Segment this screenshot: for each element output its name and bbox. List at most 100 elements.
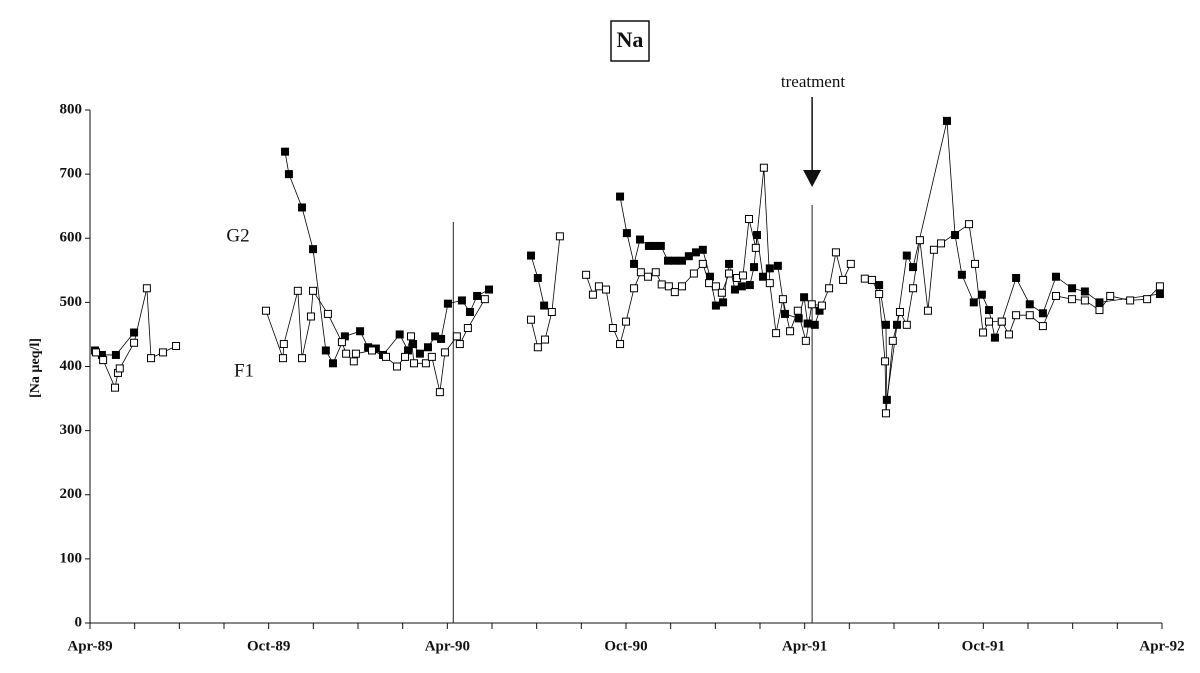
point [367, 346, 376, 355]
point [698, 245, 707, 254]
point [540, 301, 549, 310]
point [1143, 295, 1152, 304]
point [670, 256, 679, 265]
point [657, 280, 666, 289]
point [395, 330, 404, 339]
series-label: G2 [226, 225, 249, 246]
point [730, 285, 739, 294]
point [1106, 291, 1115, 300]
point [875, 290, 884, 299]
point [839, 275, 848, 284]
point [115, 364, 124, 373]
point [1095, 306, 1104, 315]
point [860, 274, 869, 283]
point [608, 324, 617, 333]
point [677, 256, 686, 265]
point [393, 362, 402, 371]
point [909, 284, 918, 293]
point [725, 269, 734, 278]
point [281, 147, 290, 156]
x-tick-label: Oct-91 [962, 638, 1005, 654]
point [867, 275, 876, 284]
point [1080, 296, 1089, 305]
point [984, 306, 993, 315]
point [1051, 272, 1060, 281]
point [902, 251, 911, 260]
x-tick-label: Apr-91 [782, 638, 827, 654]
point [902, 320, 911, 329]
point [929, 245, 938, 254]
point [321, 346, 330, 355]
point [888, 336, 897, 345]
point [616, 192, 625, 201]
point [970, 259, 979, 268]
point [765, 279, 774, 288]
point [463, 324, 472, 333]
point [111, 383, 120, 392]
point [547, 307, 556, 316]
point [172, 341, 181, 350]
point [279, 340, 288, 349]
point [278, 354, 287, 363]
point [284, 170, 293, 179]
point [758, 272, 767, 281]
point [875, 281, 884, 290]
point [381, 352, 390, 361]
y-axis-label: [Na µeq/l] [28, 338, 43, 398]
point [261, 306, 270, 315]
point [778, 295, 787, 304]
point [130, 338, 139, 347]
point [555, 232, 564, 241]
point [407, 332, 416, 341]
point [142, 284, 151, 293]
point [951, 231, 960, 240]
point [744, 215, 753, 224]
point [594, 282, 603, 291]
x-tick-label: Apr-92 [1139, 638, 1184, 654]
point [616, 340, 625, 349]
point [803, 319, 812, 328]
point [739, 271, 748, 280]
point [969, 298, 978, 307]
point [793, 306, 802, 315]
series-label: F1 [234, 360, 254, 381]
point [437, 334, 446, 343]
point [158, 348, 167, 357]
point [1155, 290, 1164, 299]
point [485, 285, 494, 294]
point [765, 264, 774, 273]
point [337, 338, 346, 347]
point [800, 293, 809, 302]
x-tick-label: Oct-90 [604, 638, 647, 654]
title-box [610, 20, 650, 62]
point [452, 332, 461, 341]
point [651, 268, 660, 277]
point [656, 241, 665, 250]
point [719, 298, 728, 307]
point [881, 320, 890, 329]
x-tick-label: Apr-89 [67, 638, 112, 654]
point [725, 259, 734, 268]
point [1025, 311, 1034, 320]
point [293, 286, 302, 295]
point [750, 263, 759, 272]
point [1038, 322, 1047, 331]
point [630, 259, 639, 268]
point [306, 312, 315, 321]
point [635, 235, 644, 244]
point [423, 343, 432, 352]
point [915, 236, 924, 245]
point [1004, 330, 1013, 339]
point [1068, 284, 1077, 293]
point [817, 301, 826, 310]
series-line [95, 167, 1161, 414]
point [636, 268, 645, 277]
point [1012, 274, 1021, 283]
point [1038, 309, 1047, 318]
y-tick-label: 400 [60, 358, 83, 374]
point [923, 306, 932, 315]
point [781, 309, 790, 318]
point [130, 328, 139, 337]
point [684, 252, 693, 261]
point [1068, 295, 1077, 304]
